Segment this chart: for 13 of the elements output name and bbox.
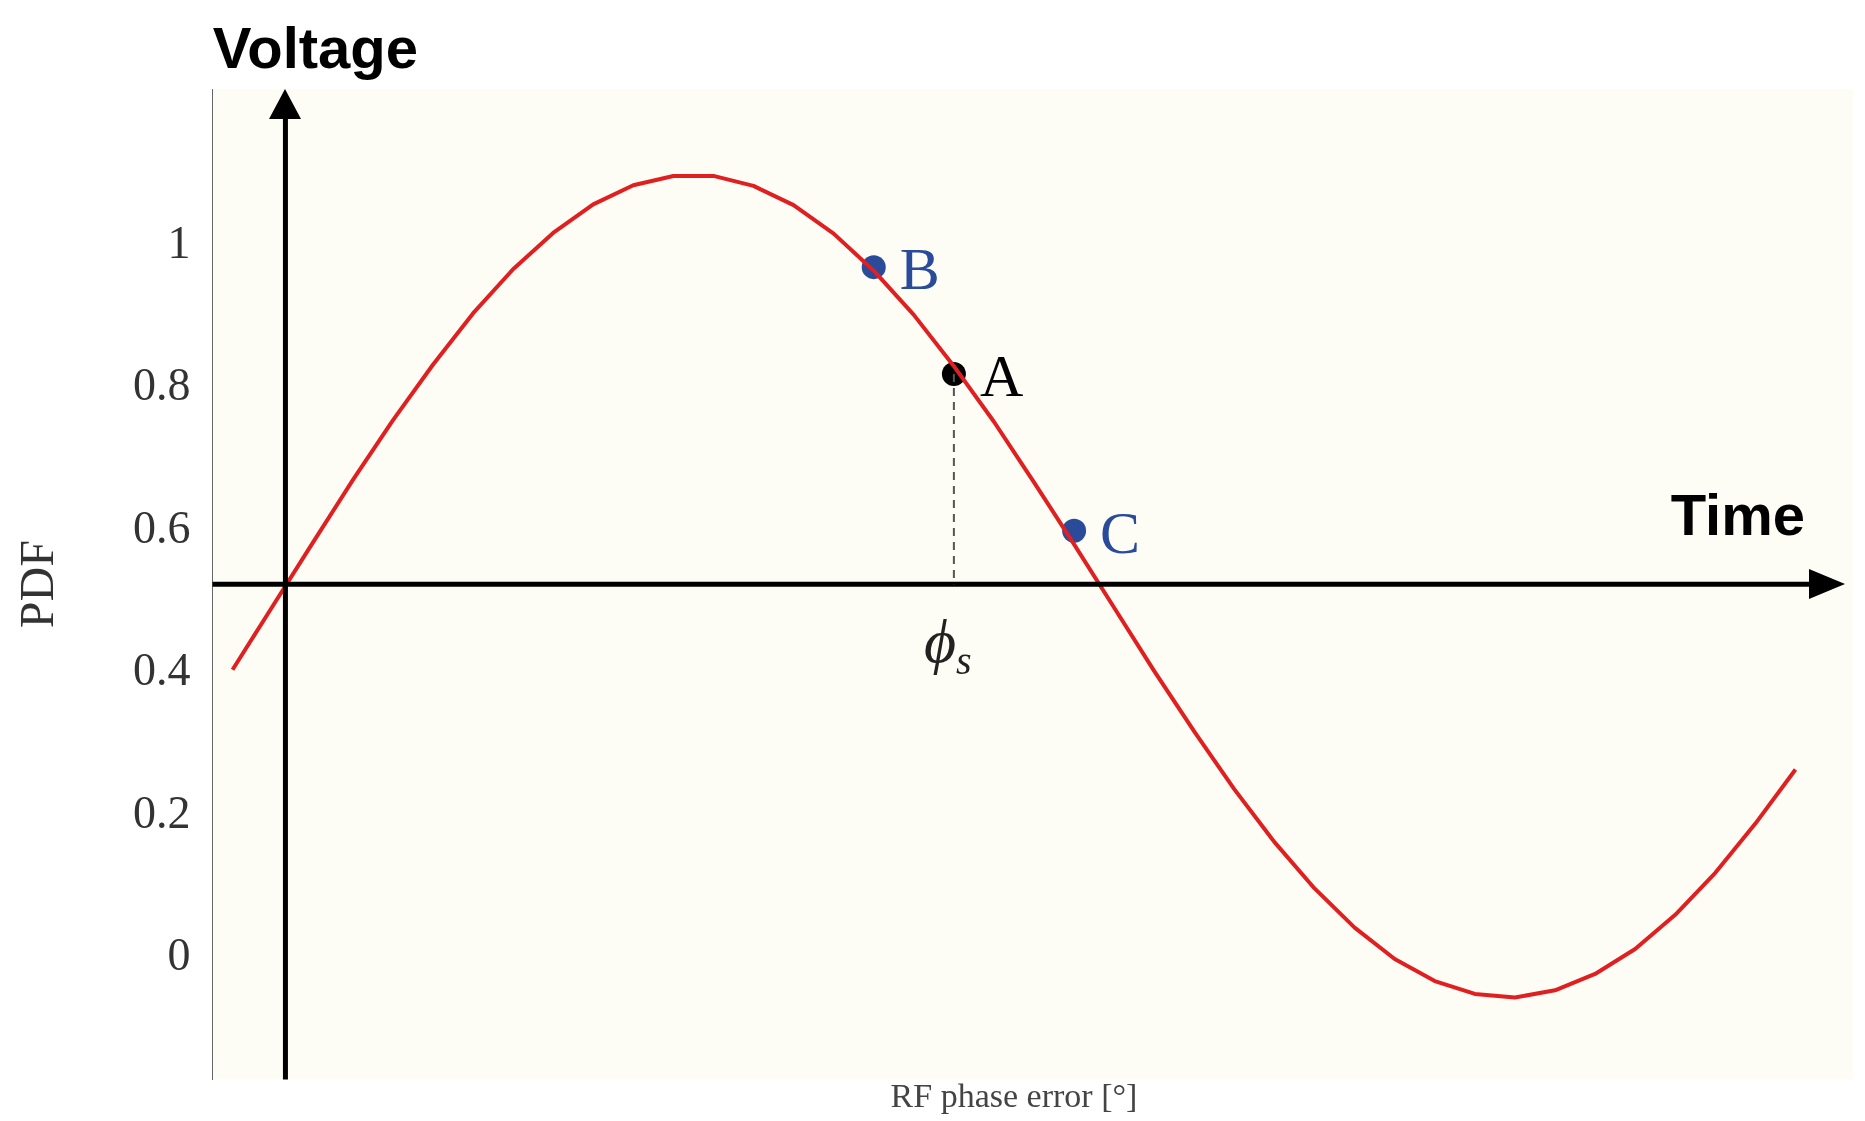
y-tick-label: 0.6 [133,501,191,553]
y-axis-title: PDF [10,540,64,629]
series-label: C [1100,499,1141,566]
series-label: A [979,342,1024,409]
text: Voltage [212,15,419,80]
y-tick-label: 1 [167,216,191,268]
y-tick-label: 0.8 [133,359,191,411]
y-tick-label: 0.4 [133,644,191,696]
x-axis-title: RF phase error [°] [890,1076,1138,1114]
series-label: B [899,235,940,302]
y-tick-label: 0.2 [133,786,191,838]
y-tick-label: 0 [167,929,191,981]
ref-line-label: Time [1670,482,1805,548]
